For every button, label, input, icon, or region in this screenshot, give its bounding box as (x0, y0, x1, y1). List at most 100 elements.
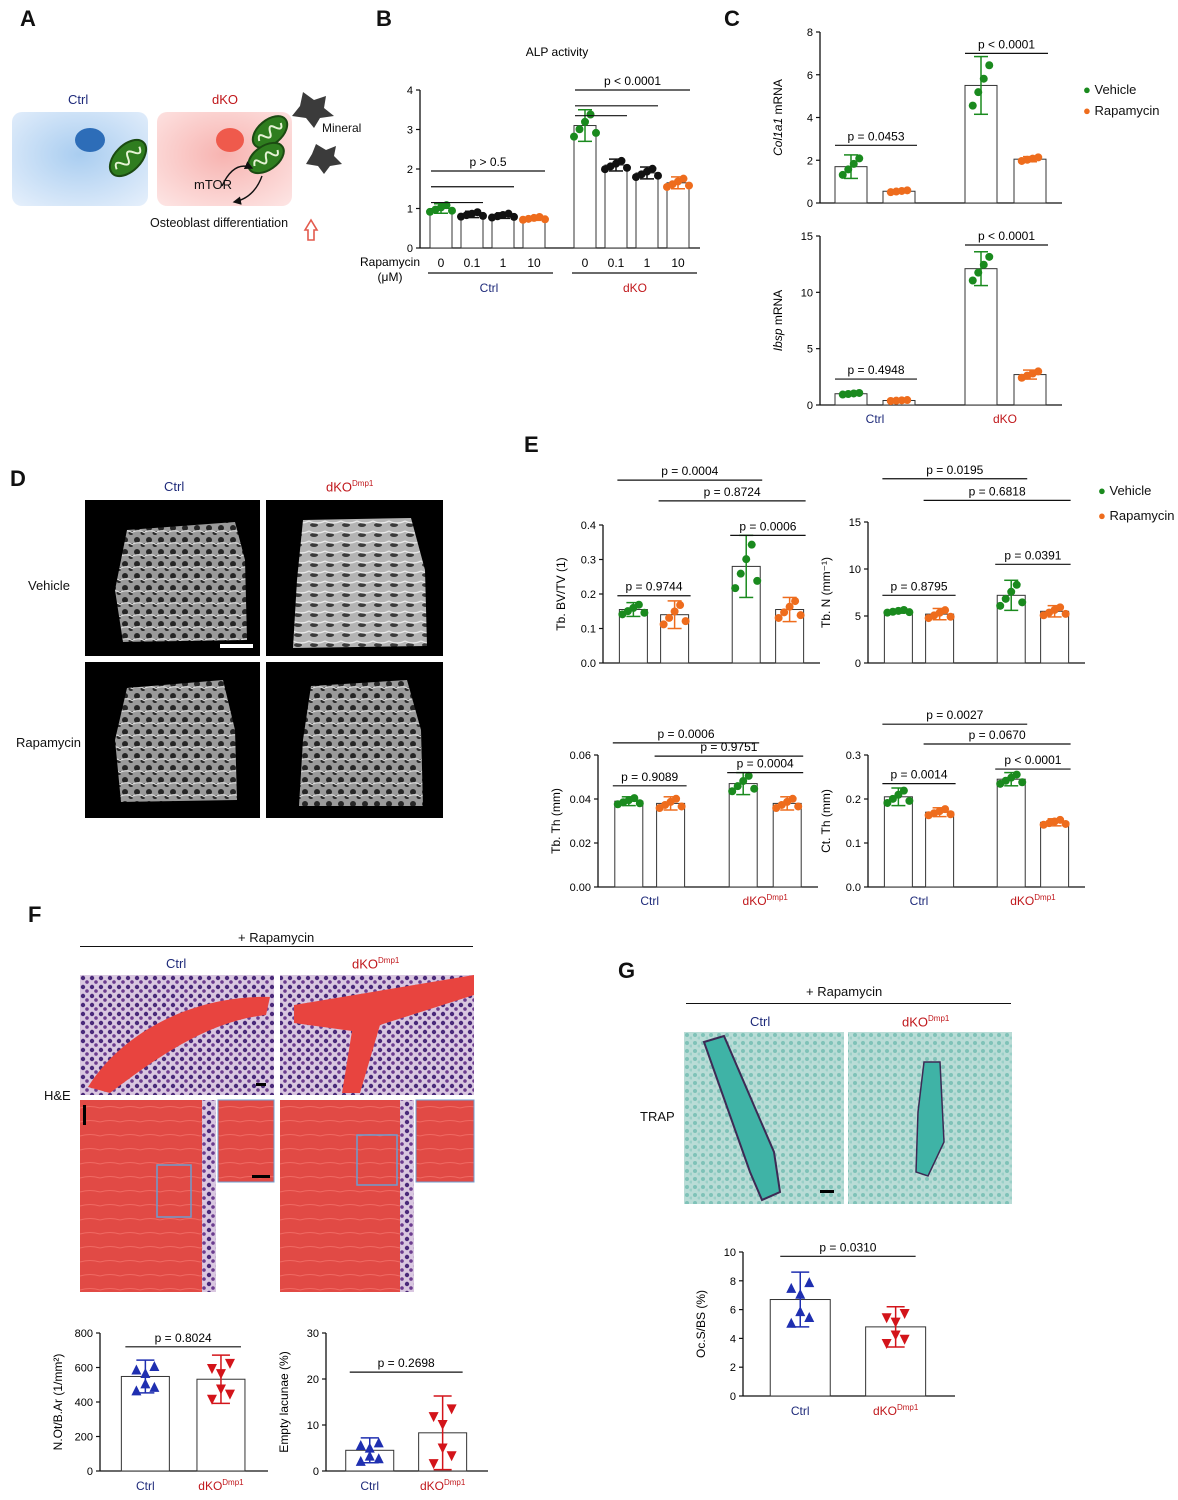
data-point (985, 252, 994, 261)
x-category-sup: Dmp1 (1034, 893, 1056, 902)
chart-c1: 0 2 4 6 8 Col1a1 mRNA p = 0.0453 p < 0.0001 (771, 27, 1062, 210)
bar (964, 268, 998, 406)
bar (666, 182, 690, 249)
cycle-arrow-icon (221, 161, 254, 187)
panel-g-col-dko: dKODmp1 (902, 1014, 950, 1030)
data-point (1001, 594, 1010, 603)
y-tick-label: 3 (407, 125, 413, 137)
vehicle-dot-icon: ● (1083, 82, 1091, 97)
data-point (1012, 770, 1021, 779)
data-point (1061, 609, 1070, 618)
data-point (804, 1311, 815, 1322)
bar (614, 800, 644, 888)
p-value-label: p = 0.0027 (926, 708, 983, 722)
chart-g1: 0 2 4 6 8 10 Oc.S/BS (%) p = 0.0310 Ctrl dKODmp1 (694, 1240, 955, 1418)
p-value-label: p = 0.6818 (969, 484, 1026, 498)
p-value-label: p > 0.5 (469, 155, 506, 169)
y-tick-label: 6 (807, 70, 813, 82)
panel-g-header: + Rapamycin (806, 984, 883, 999)
p-value-label: p < 0.0001 (604, 74, 661, 88)
y-axis-label: Oc.S/BS (%) (694, 1290, 708, 1358)
x-tick-label: 0 (582, 256, 589, 270)
data-point (888, 794, 897, 803)
panel-d-col-dko: dKODmp1 (326, 479, 374, 495)
scale-bar (220, 644, 253, 648)
x-category-label: Ctrl (866, 412, 885, 426)
data-point (795, 1306, 806, 1317)
y-tick-label: 200 (75, 1432, 93, 1444)
ctrl-cell (12, 112, 148, 206)
data-point (373, 1453, 384, 1464)
data-point (899, 1334, 910, 1345)
panel-letter-c: C (724, 6, 740, 31)
data-point (364, 1450, 375, 1461)
data-point (786, 1282, 797, 1293)
data-point (733, 782, 742, 791)
bone-sample (299, 680, 423, 806)
x-tick-label: 0.1 (608, 256, 625, 270)
data-point (437, 1420, 448, 1430)
x-tick-label: 1 (500, 256, 507, 270)
data-point (996, 601, 1005, 610)
data-point (676, 601, 685, 610)
data-point (979, 74, 988, 83)
x-category-label: dKODmp1 (420, 1478, 466, 1493)
p-value-label: p < 0.0001 (978, 229, 1035, 243)
data-point (665, 613, 674, 622)
x-tick-label: 10 (527, 256, 541, 270)
data-point (215, 1369, 226, 1380)
mineral-label: Mineral (322, 121, 362, 135)
x-category-label: dKO (993, 412, 1017, 426)
y-axis-label-italic: Col1a1 (771, 118, 785, 156)
y-axis-label: Tb. Th (mm) (549, 788, 563, 854)
data-point (479, 211, 487, 220)
marrow-edge (202, 1100, 216, 1292)
y-tick-label: 0 (87, 1466, 93, 1478)
x-tick-label: 10 (671, 256, 685, 270)
data-point (905, 608, 914, 617)
scale-bar (252, 1175, 270, 1178)
data-point (672, 794, 681, 803)
panel-d-microct-images (85, 500, 443, 818)
y-axis-label: Tb. N (mm⁻¹) (819, 557, 833, 628)
y-tick-label: 10 (849, 564, 861, 576)
y-tick-label: 0.06 (570, 750, 591, 762)
panel-letter-f: F (28, 902, 42, 927)
x-category-label: Ctrl (136, 1479, 155, 1493)
chart-e1: 0.0 0.1 0.2 0.3 0.4 Tb. BV/TV (1) p = 0.0004 p … (554, 464, 820, 670)
x-tick-label: 0 (438, 256, 445, 270)
mitochondrion-icon (247, 141, 285, 175)
data-point (728, 787, 737, 796)
data-point (510, 212, 518, 221)
bone-sample (293, 518, 427, 648)
p-value-label: p = 0.0391 (1004, 548, 1061, 562)
y-tick-label: 2 (807, 155, 813, 167)
data-point (679, 174, 688, 183)
y-tick-label: 15 (801, 231, 813, 243)
p-value-label: p = 0.0004 (737, 757, 794, 771)
data-point (1056, 815, 1065, 824)
data-point (855, 388, 864, 397)
data-point (941, 606, 950, 615)
data-point (838, 170, 847, 179)
panel-a-dko-label: dKO (212, 92, 239, 107)
bar (1013, 158, 1047, 204)
y-tick-label: 5 (855, 611, 861, 623)
x-row-label-line2: (μM) (378, 270, 403, 284)
p-value-label: p < 0.0001 (1004, 753, 1061, 767)
he-ctrl-high (80, 1100, 216, 1292)
bar (573, 125, 597, 249)
data-point (541, 215, 549, 224)
data-point (581, 117, 589, 126)
y-tick-label: 5 (807, 344, 813, 356)
data-point (794, 802, 803, 811)
y-axis-label: Col1a1 mRNA (771, 79, 785, 156)
data-point (586, 110, 595, 119)
data-point (894, 790, 903, 799)
data-point (883, 798, 892, 807)
data-point (592, 128, 600, 137)
panel-g-col-ctrl: Ctrl (750, 1014, 771, 1029)
data-point (131, 1385, 142, 1396)
p-value-label: p = 0.2698 (378, 1356, 435, 1370)
